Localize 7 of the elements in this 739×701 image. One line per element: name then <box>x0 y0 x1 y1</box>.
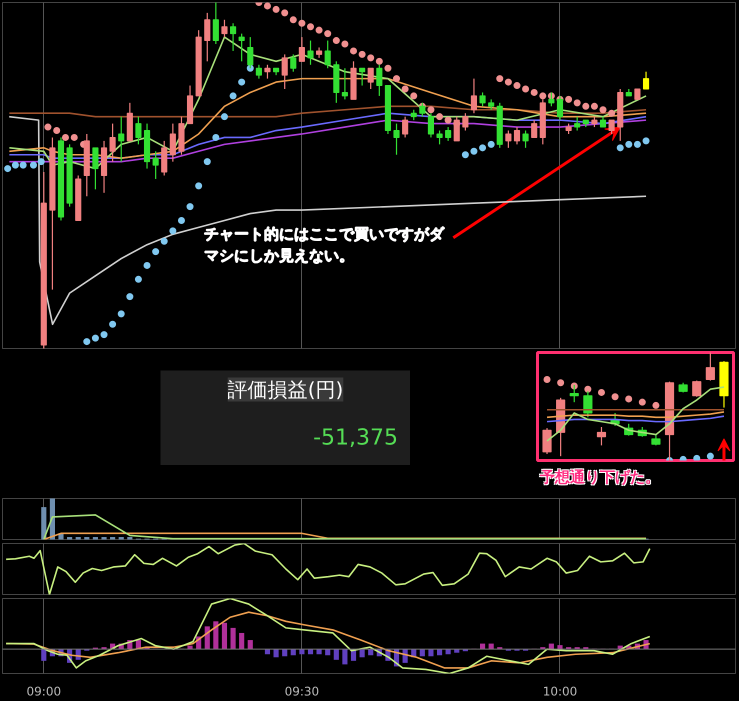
x-tick-label: 09:30 <box>284 684 320 698</box>
text: 予想通り下げた。 <box>540 467 660 488</box>
x-tick-label: 09:00 <box>26 684 62 698</box>
annotation: チャート的にはここで買いですがダマシにしか見えない。 <box>204 224 446 264</box>
text: 評価損益(円) <box>228 378 344 402</box>
x-tick-label: 10:00 <box>542 684 578 698</box>
text: -51,375 <box>313 426 398 450</box>
